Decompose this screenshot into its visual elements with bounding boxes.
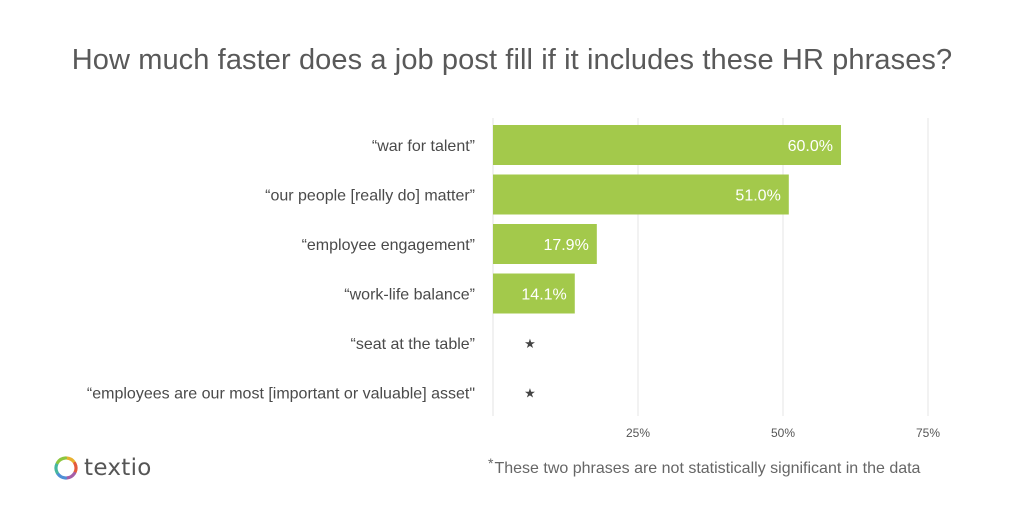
x-tick-label: 75% xyxy=(916,426,940,440)
logo-ring-segment xyxy=(73,461,78,475)
logo-ring-segment xyxy=(64,471,76,480)
category-label: “employees are our most [important or va… xyxy=(87,386,475,403)
category-label: “war for talent” xyxy=(372,138,475,155)
textio-logo: textio xyxy=(53,454,152,482)
category-label: “employee engagement” xyxy=(302,237,475,254)
data-label: 51.0% xyxy=(735,188,780,205)
category-label: “our people [really do] matter” xyxy=(265,188,475,205)
data-label: 60.0% xyxy=(788,138,833,155)
chart-title: How much faster does a job post fill if … xyxy=(71,44,953,76)
logo-ring-segment xyxy=(64,456,76,465)
bar xyxy=(493,125,841,165)
bar xyxy=(493,174,789,215)
not-significant-star: ★ xyxy=(524,387,536,402)
category-label: “work-life balance” xyxy=(344,287,475,304)
data-label: 17.9% xyxy=(543,237,588,254)
x-tick-label: 50% xyxy=(771,426,795,440)
footnote: *These two phrases are not statistically… xyxy=(488,455,921,478)
footnote-text: These two phrases are not statistically … xyxy=(494,460,921,477)
footnote-marker: * xyxy=(488,455,494,471)
data-label: 14.1% xyxy=(521,287,566,304)
category-label: “seat at the table” xyxy=(350,336,475,353)
not-significant-star: ★ xyxy=(524,337,536,352)
logo-text: textio xyxy=(84,455,152,481)
logo-ring-icon xyxy=(54,456,78,480)
logo-ring-segment xyxy=(56,456,68,465)
x-tick-label: 25% xyxy=(626,426,650,440)
bar xyxy=(493,224,597,264)
logo-ring-segment xyxy=(56,471,68,480)
logo-ring-segment xyxy=(54,461,59,475)
bar xyxy=(493,273,575,314)
